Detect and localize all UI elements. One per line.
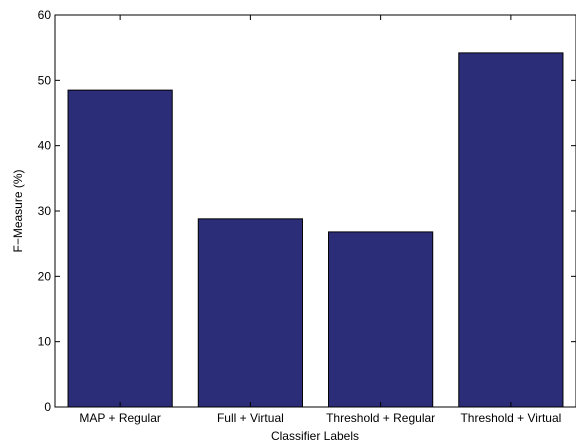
x-tick-label: MAP + Regular: [79, 411, 161, 425]
y-tick-label: 0: [44, 400, 51, 414]
x-tick-label: Threshold + Virtual: [460, 411, 561, 425]
x-tick-label: Threshold + Regular: [326, 411, 435, 425]
x-axis-title: Classifier Labels: [271, 429, 359, 443]
bars-group: [67, 52, 564, 408]
y-tick-label: 60: [38, 8, 52, 22]
y-tick-label: 30: [38, 204, 52, 218]
y-tick-label: 20: [38, 269, 52, 283]
bar: [67, 89, 173, 408]
bar: [458, 52, 564, 408]
y-tick-label: 50: [38, 73, 52, 87]
axes-group: 0 10 20 30 40 50 60 MAP + Regular Full + Virtual…: [38, 8, 576, 425]
x-tick-label: Full + Virtual: [217, 411, 284, 425]
y-axis-title: F−Measure (%): [11, 169, 25, 252]
y-tick-label: 40: [38, 139, 52, 153]
bar: [197, 218, 303, 408]
y-tick-label: 10: [38, 335, 52, 349]
bar: [328, 231, 434, 408]
